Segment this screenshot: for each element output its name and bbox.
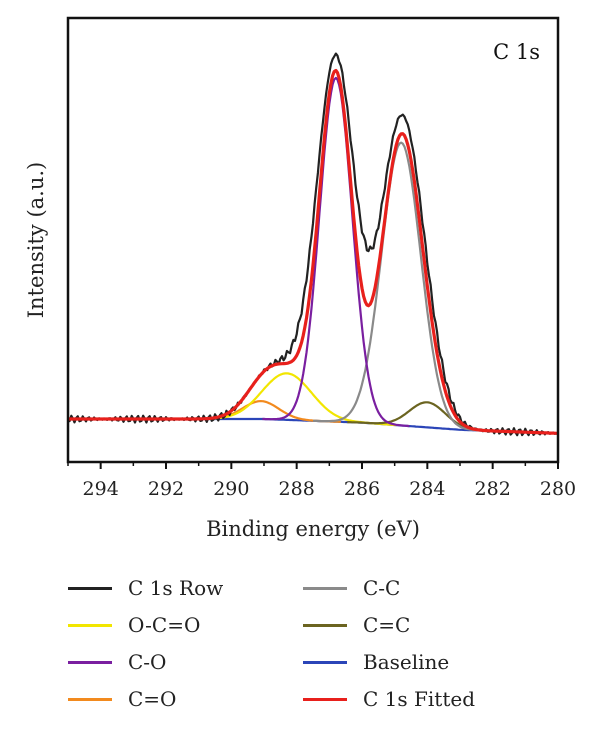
y-axis-label: Intensity (a.u.) <box>24 162 48 318</box>
legend-item-c-o: C-O <box>68 648 303 676</box>
legend-swatch <box>303 660 347 664</box>
x-axis: 294 292 290 288 286 284 282 280 <box>67 462 576 500</box>
legend-label: Baseline <box>363 650 450 674</box>
x-tick-label: 286 <box>344 478 380 500</box>
series-layer <box>67 52 559 437</box>
legend-swatch <box>68 660 112 664</box>
x-tick-label: 292 <box>148 478 184 500</box>
x-tick-label: 280 <box>540 478 576 500</box>
legend-swatch <box>303 623 347 627</box>
legend-label: C=O <box>128 687 177 711</box>
legend-label: C-O <box>128 650 167 674</box>
legend-item-c1s-row: C 1s Row <box>68 574 303 602</box>
legend-label: O-C=O <box>128 613 201 637</box>
legend-label: C=C <box>363 613 411 637</box>
x-tick-label: 284 <box>409 478 445 500</box>
x-tick-label: 290 <box>213 478 249 500</box>
legend-swatch <box>68 623 112 627</box>
x-tick-label: 288 <box>279 478 315 500</box>
plot-frame <box>66 16 560 464</box>
series-line-c-1s-fitted <box>68 68 559 435</box>
legend-swatch <box>68 697 112 701</box>
legend-item-c-double-c: C=C <box>303 611 538 639</box>
x-axis-label: Binding energy (eV) <box>206 517 420 541</box>
legend-item-baseline: Baseline <box>303 648 538 676</box>
series-line-c-o <box>262 76 410 428</box>
legend-swatch <box>303 697 347 701</box>
legend-item-o-c-o: O-C=O <box>68 611 303 639</box>
legend: C 1s Row C-C O-C=O C=C C-O Baseline C=O … <box>68 574 548 713</box>
legend-item-c-c: C-C <box>303 574 538 602</box>
series-line-c-1s-row <box>67 52 559 437</box>
legend-label: C 1s Fitted <box>363 687 475 711</box>
x-tick-label: 282 <box>475 478 511 500</box>
legend-label: C 1s Row <box>128 576 224 600</box>
legend-label: C-C <box>363 576 401 600</box>
x-tick-label: 294 <box>83 478 119 500</box>
legend-item-c1s-fitted: C 1s Fitted <box>303 685 538 713</box>
legend-swatch <box>68 586 112 590</box>
series-line-c-c <box>312 141 490 432</box>
legend-swatch <box>303 586 347 590</box>
legend-item-c-double-o: C=O <box>68 685 303 713</box>
panel-title: C 1s <box>493 40 540 64</box>
